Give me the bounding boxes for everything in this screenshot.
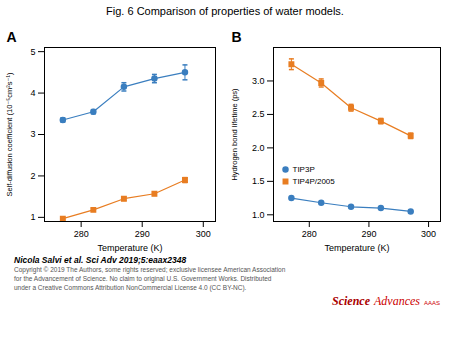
svg-text:300: 300 — [196, 229, 211, 239]
svg-text:Temperature (K): Temperature (K) — [324, 243, 389, 253]
svg-text:A: A — [7, 29, 17, 45]
html-text:Copyright © 2019 The Authors,: Copyright © 2019 The Authors, some right… — [14, 266, 286, 273]
svg-text:4: 4 — [30, 88, 35, 98]
svg-text:300: 300 — [421, 229, 436, 239]
svg-text:B: B — [232, 29, 242, 45]
svg-text:1.0: 1.0 — [252, 210, 265, 220]
svg-text:Temperature (K): Temperature (K) — [97, 243, 162, 253]
svg-text:3: 3 — [30, 129, 35, 139]
svg-text:5: 5 — [30, 47, 35, 57]
svg-text:1.5: 1.5 — [252, 176, 265, 186]
html-text:for the Advancement of Science: for the Advancement of Science. No claim… — [14, 275, 272, 282]
svg-text:290: 290 — [361, 229, 376, 239]
svg-text:2.5: 2.5 — [252, 109, 265, 119]
svg-text:280: 280 — [74, 229, 89, 239]
html-text:under a Creative Commons Attri: under a Creative Commons Attribution Non… — [14, 284, 247, 291]
svg-text:TIP4P/2005: TIP4P/2005 — [293, 177, 336, 186]
svg-text:2: 2 — [30, 171, 35, 181]
svg-text:1: 1 — [30, 212, 35, 222]
html-text:AAAS: AAAS — [424, 300, 440, 306]
svg-text:3.0: 3.0 — [252, 76, 265, 86]
svg-text:TIP3P: TIP3P — [293, 165, 315, 174]
html-text:Science Advances: Science Advances — [332, 294, 420, 308]
svg-text:Self-diffusion coefficient (10: Self-diffusion coefficient (10⁻⁵cm²s⁻¹) — [5, 72, 14, 197]
html-text:Nicola Salvi et al. Sci Adv 20: Nicola Salvi et al. Sci Adv 2019;5:eaax2… — [14, 255, 187, 265]
svg-text:290: 290 — [135, 229, 150, 239]
html-text:Fig. 6 Comparison of propertie: Fig. 6 Comparison of properties of water… — [106, 5, 344, 17]
svg-text:280: 280 — [302, 229, 317, 239]
svg-text:2.0: 2.0 — [252, 143, 265, 153]
svg-text:Hydrogen bond lifetime (ps): Hydrogen bond lifetime (ps) — [230, 88, 239, 181]
